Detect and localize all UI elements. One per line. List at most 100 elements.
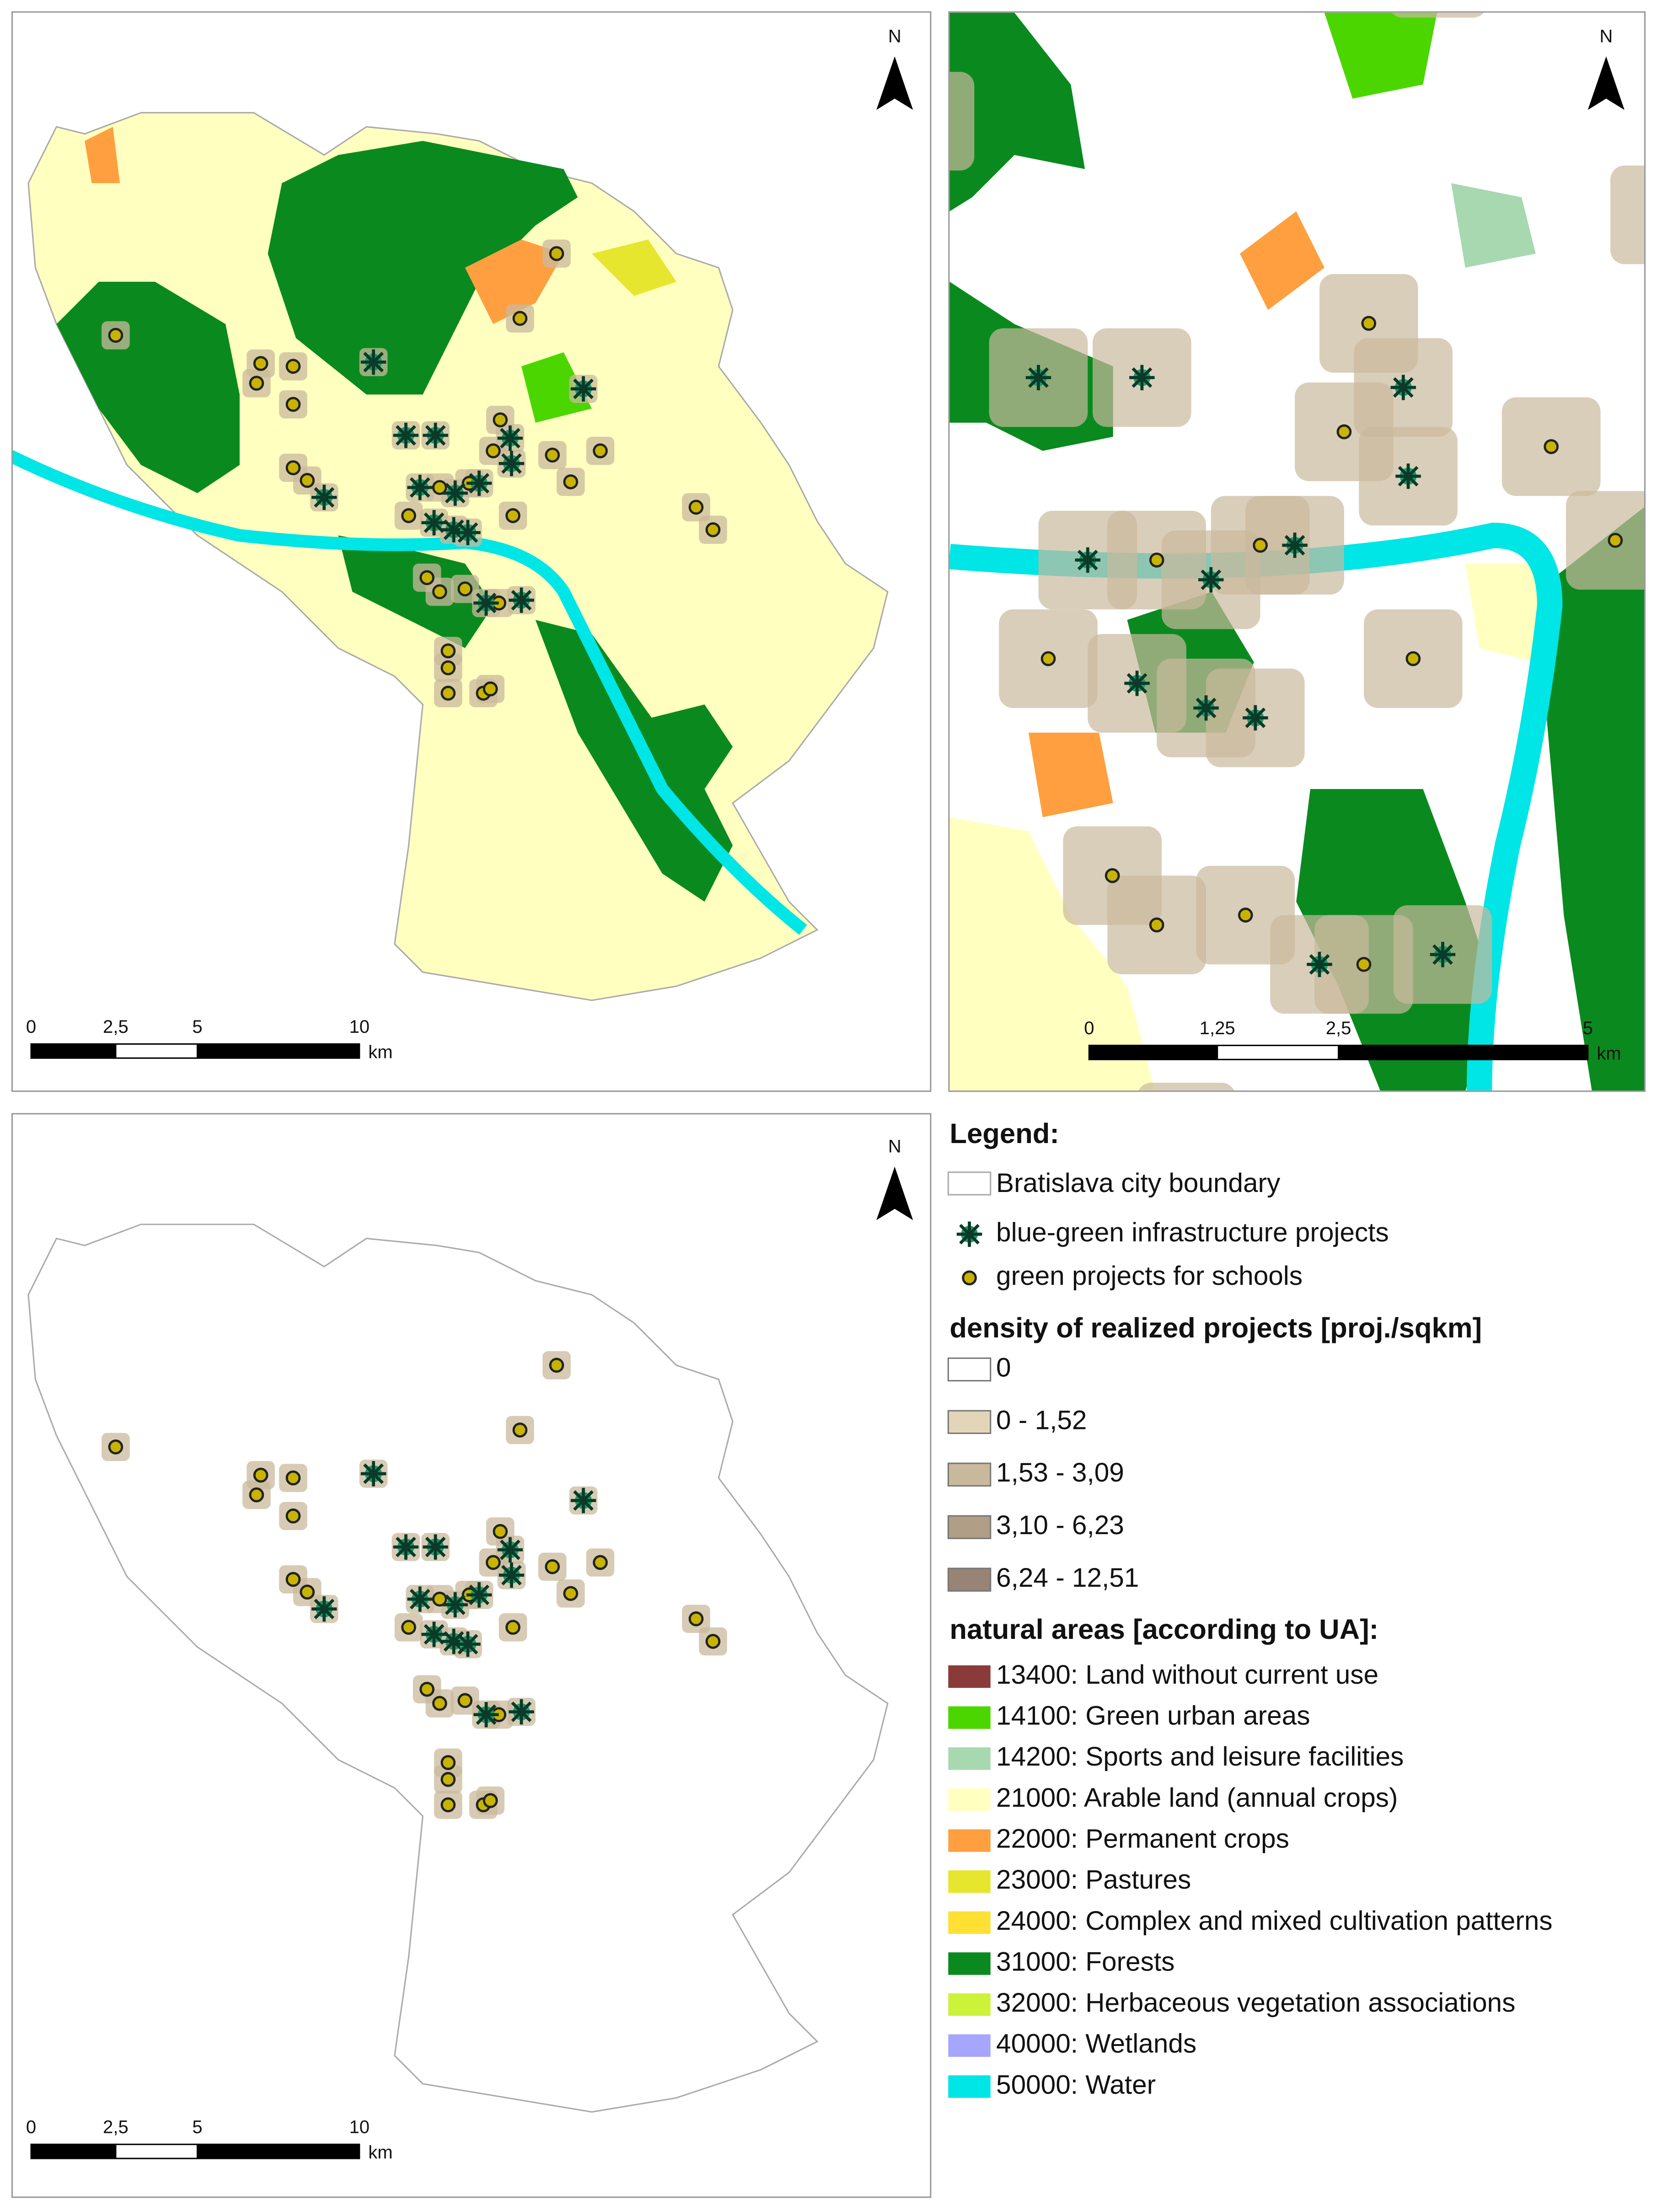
green-urban bbox=[1324, 12, 1437, 99]
scale-segment bbox=[30, 1043, 117, 1059]
project-dot bbox=[546, 1560, 559, 1573]
project-dot bbox=[1254, 539, 1267, 552]
project-star bbox=[1282, 532, 1307, 558]
project-star bbox=[571, 376, 596, 401]
legend-swatch bbox=[948, 1706, 991, 1729]
scale-label: 0 bbox=[26, 1017, 36, 1037]
arable-land bbox=[1465, 564, 1550, 662]
project-dot bbox=[1180, 1126, 1193, 1138]
scale-label: 10 bbox=[349, 2117, 370, 2137]
legend-section-title: natural areas [according to UA]: bbox=[949, 1614, 1378, 1645]
legend-label: 22000: Permanent crops bbox=[996, 1824, 1289, 1853]
legend: Legend: Bratislava city boundary blue-gr… bbox=[947, 1118, 1553, 2099]
legend-title: Legend: bbox=[949, 1118, 1059, 1149]
green-urban bbox=[521, 352, 592, 423]
legend-label: 21000: Arable land (annual crops) bbox=[996, 1783, 1398, 1813]
density-cell bbox=[1566, 491, 1644, 590]
legend-label: 0 bbox=[996, 1353, 1011, 1382]
project-star bbox=[499, 451, 524, 476]
project-dot bbox=[1042, 652, 1055, 665]
project-dot bbox=[514, 312, 526, 325]
project-dot bbox=[421, 1683, 434, 1696]
legend-label: green projects for schools bbox=[996, 1261, 1303, 1291]
project-star bbox=[311, 1596, 337, 1621]
project-dot bbox=[550, 247, 563, 260]
scale-unit: km bbox=[368, 1042, 392, 1062]
project-dot bbox=[594, 445, 607, 457]
project-dot bbox=[433, 585, 446, 598]
legend-swatch bbox=[948, 1747, 991, 1770]
scale-label: 1,25 bbox=[1200, 1018, 1235, 1038]
sports bbox=[1451, 183, 1536, 268]
scale-label: 2,5 bbox=[103, 2117, 129, 2137]
project-dot bbox=[1239, 909, 1252, 922]
project-star bbox=[361, 1461, 386, 1486]
legend-swatch bbox=[948, 1665, 991, 1688]
project-dot bbox=[442, 1799, 455, 1811]
project-dot bbox=[514, 1424, 526, 1437]
project-star bbox=[1243, 705, 1268, 730]
legend-swatch bbox=[948, 1911, 991, 1934]
project-dot bbox=[494, 413, 507, 426]
legend-swatch bbox=[947, 1357, 992, 1382]
density-cell bbox=[1392, 12, 1484, 18]
density-map bbox=[27, 1224, 889, 2113]
project-dot bbox=[301, 1586, 314, 1599]
legend-swatch bbox=[947, 1171, 992, 1196]
project-star bbox=[1026, 365, 1051, 390]
project-star bbox=[499, 1562, 524, 1588]
project-dot bbox=[564, 476, 577, 489]
project-star bbox=[361, 349, 386, 375]
project-dot bbox=[287, 1573, 300, 1586]
legend-swatch bbox=[948, 1829, 991, 1852]
project-star bbox=[423, 423, 448, 448]
north-label: N bbox=[1599, 26, 1613, 46]
scale-label: 10 bbox=[349, 1017, 370, 1037]
project-dot bbox=[507, 510, 520, 522]
legend-label: 3,10 - 6,23 bbox=[996, 1510, 1124, 1540]
project-star bbox=[1129, 365, 1154, 390]
scale-label: 2,5 bbox=[1326, 1018, 1351, 1038]
project-dot bbox=[287, 462, 300, 474]
north-arrow: N bbox=[1587, 26, 1625, 110]
project-dot bbox=[1150, 554, 1163, 567]
project-star bbox=[473, 1702, 499, 1727]
legend-swatch bbox=[948, 2075, 991, 2098]
scale-label: 5 bbox=[192, 1017, 202, 1037]
scale-label: 0 bbox=[1084, 1018, 1094, 1038]
legend-swatch bbox=[947, 1410, 992, 1434]
project-star bbox=[1198, 567, 1223, 592]
legend-label: 40000: Wetlands bbox=[996, 2029, 1196, 2059]
legend-swatch bbox=[947, 1515, 992, 1539]
project-dot bbox=[287, 1509, 300, 1522]
project-dot bbox=[564, 1587, 577, 1600]
legend-label: Bratislava city boundary bbox=[996, 1168, 1281, 1198]
legend-label: 14100: Green urban areas bbox=[996, 1701, 1310, 1731]
density-cell bbox=[1138, 1083, 1234, 1091]
legend-swatch bbox=[948, 1993, 991, 2016]
project-dot bbox=[459, 583, 472, 596]
scale-label: 0 bbox=[26, 2117, 36, 2137]
project-dot bbox=[442, 1773, 455, 1786]
project-star bbox=[408, 1586, 433, 1611]
project-dot bbox=[484, 1794, 497, 1807]
project-star bbox=[509, 587, 534, 612]
legend-label: 6,24 - 12,51 bbox=[996, 1563, 1139, 1593]
project-star bbox=[443, 480, 468, 505]
river bbox=[13, 450, 807, 935]
permanent-crops bbox=[85, 127, 120, 183]
project-dot bbox=[287, 398, 300, 411]
legend-swatch bbox=[948, 1952, 991, 1975]
north-label: N bbox=[888, 26, 901, 46]
project-dot bbox=[1303, 1274, 1316, 1287]
scale-segment bbox=[115, 1043, 198, 1059]
project-star bbox=[423, 1534, 448, 1559]
forest bbox=[535, 620, 733, 902]
project-star bbox=[1075, 548, 1100, 573]
project-dot bbox=[1338, 425, 1351, 438]
project-dot bbox=[442, 687, 455, 700]
arable-land bbox=[949, 817, 1155, 1091]
scale-segment bbox=[1088, 1045, 1218, 1060]
